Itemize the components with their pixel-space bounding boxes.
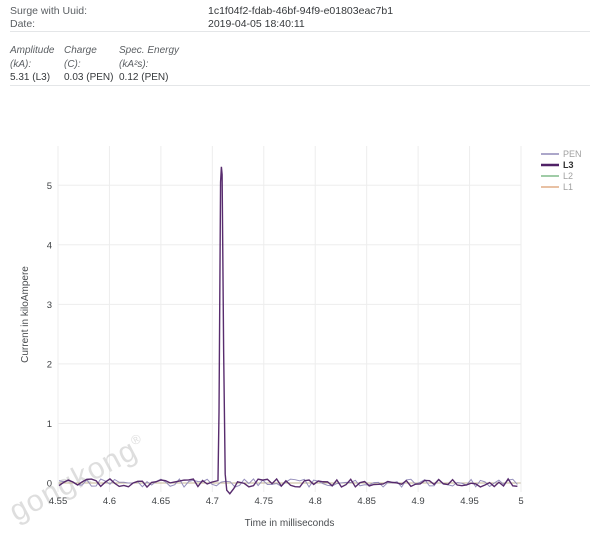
surge-header: Surge with Uuid: Date: 1c1f04f2-fdab-46b… <box>0 0 600 86</box>
y-axis-title: Current in kiloAmpere <box>20 265 31 362</box>
series-traces <box>58 166 521 495</box>
legend-label-L2: L2 <box>563 171 573 181</box>
y-tick-label: 2 <box>47 359 52 370</box>
watermark: gongkong® <box>4 428 152 528</box>
x-tick-label: 5 <box>518 496 523 507</box>
x-tick-label: 4.6 <box>103 496 116 507</box>
x-tick-label: 4.8 <box>309 496 322 507</box>
x-tick-label: 4.95 <box>460 496 479 507</box>
legend-label-L1: L1 <box>563 182 573 192</box>
id-labels-column: Surge with Uuid: Date: <box>10 5 208 31</box>
metric-charge: Charge (C): 0.03 (PEN) <box>64 44 119 85</box>
surge-metrics-row: Amplitude (kA): 5.31 (L3) Charge (C): 0.… <box>10 44 590 85</box>
y-tick-label: 3 <box>47 299 52 310</box>
legend-label-L3: L3 <box>563 160 574 170</box>
x-tick-label: 4.85 <box>357 496 376 507</box>
legend-item-L1[interactable]: L1 <box>541 182 573 192</box>
legend-label-PEN: PEN <box>563 149 582 159</box>
legend-item-L3[interactable]: L3 <box>541 160 574 170</box>
legend-item-L2[interactable]: L2 <box>541 171 573 181</box>
x-tick-label: 4.65 <box>152 496 171 507</box>
separator <box>10 31 590 32</box>
date-value: 2019-04-05 18:40:11 <box>208 18 305 30</box>
separator <box>10 84 590 86</box>
amplitude-label: Amplitude (kA): <box>10 45 55 70</box>
x-tick-label: 4.75 <box>255 496 274 507</box>
trace-L3 <box>58 166 518 495</box>
x-tick-label: 4.9 <box>412 496 425 507</box>
surge-current-chart-canvas: gongkong®4.55 4.6 4.65 4.7 4.75 4.8 4.85 4.9 4.9… <box>4 145 582 529</box>
metric-amplitude: Amplitude (kA): 5.31 (L3) <box>10 44 64 85</box>
metric-spec-energy: Spec. Energy (kA²s): 0.12 (PEN) <box>119 44 214 85</box>
surge-id-block: Surge with Uuid: Date: 1c1f04f2-fdab-46b… <box>10 5 590 31</box>
y-tick-label: 0 <box>47 478 52 489</box>
charge-value: 0.03 (PEN) <box>64 72 114 83</box>
charge-label: Charge (C): <box>64 45 97 70</box>
y-tick-label: 4 <box>47 240 52 251</box>
x-tick-label: 4.7 <box>206 496 219 507</box>
spec-energy-label: Spec. Energy (kA²s): <box>119 45 180 70</box>
amplitude-value: 5.31 (L3) <box>10 72 51 83</box>
uuid-label: Surge with Uuid: <box>10 5 88 17</box>
y-tick-label: 1 <box>47 418 52 429</box>
svg-text:gongkong®: gongkong® <box>4 428 152 528</box>
y-tick-label: 5 <box>47 180 52 191</box>
legend-item-PEN[interactable]: PEN <box>541 149 582 159</box>
date-label: Date: <box>10 18 36 30</box>
x-axis-title: Time in milliseconds <box>245 518 335 529</box>
x-tick-label: 4.55 <box>49 496 68 507</box>
uuid-value: 1c1f04f2-fdab-46bf-94f9-e01803eac7b1 <box>208 5 394 17</box>
id-values-column: 1c1f04f2-fdab-46bf-94f9-e01803eac7b1 201… <box>208 5 590 31</box>
spec-energy-value: 0.12 (PEN) <box>119 72 169 83</box>
axis-ticks: 4.55 4.6 4.65 4.7 4.75 4.8 4.85 4.9 4.95 5 0 1 2 3 4 5 <box>47 180 524 506</box>
